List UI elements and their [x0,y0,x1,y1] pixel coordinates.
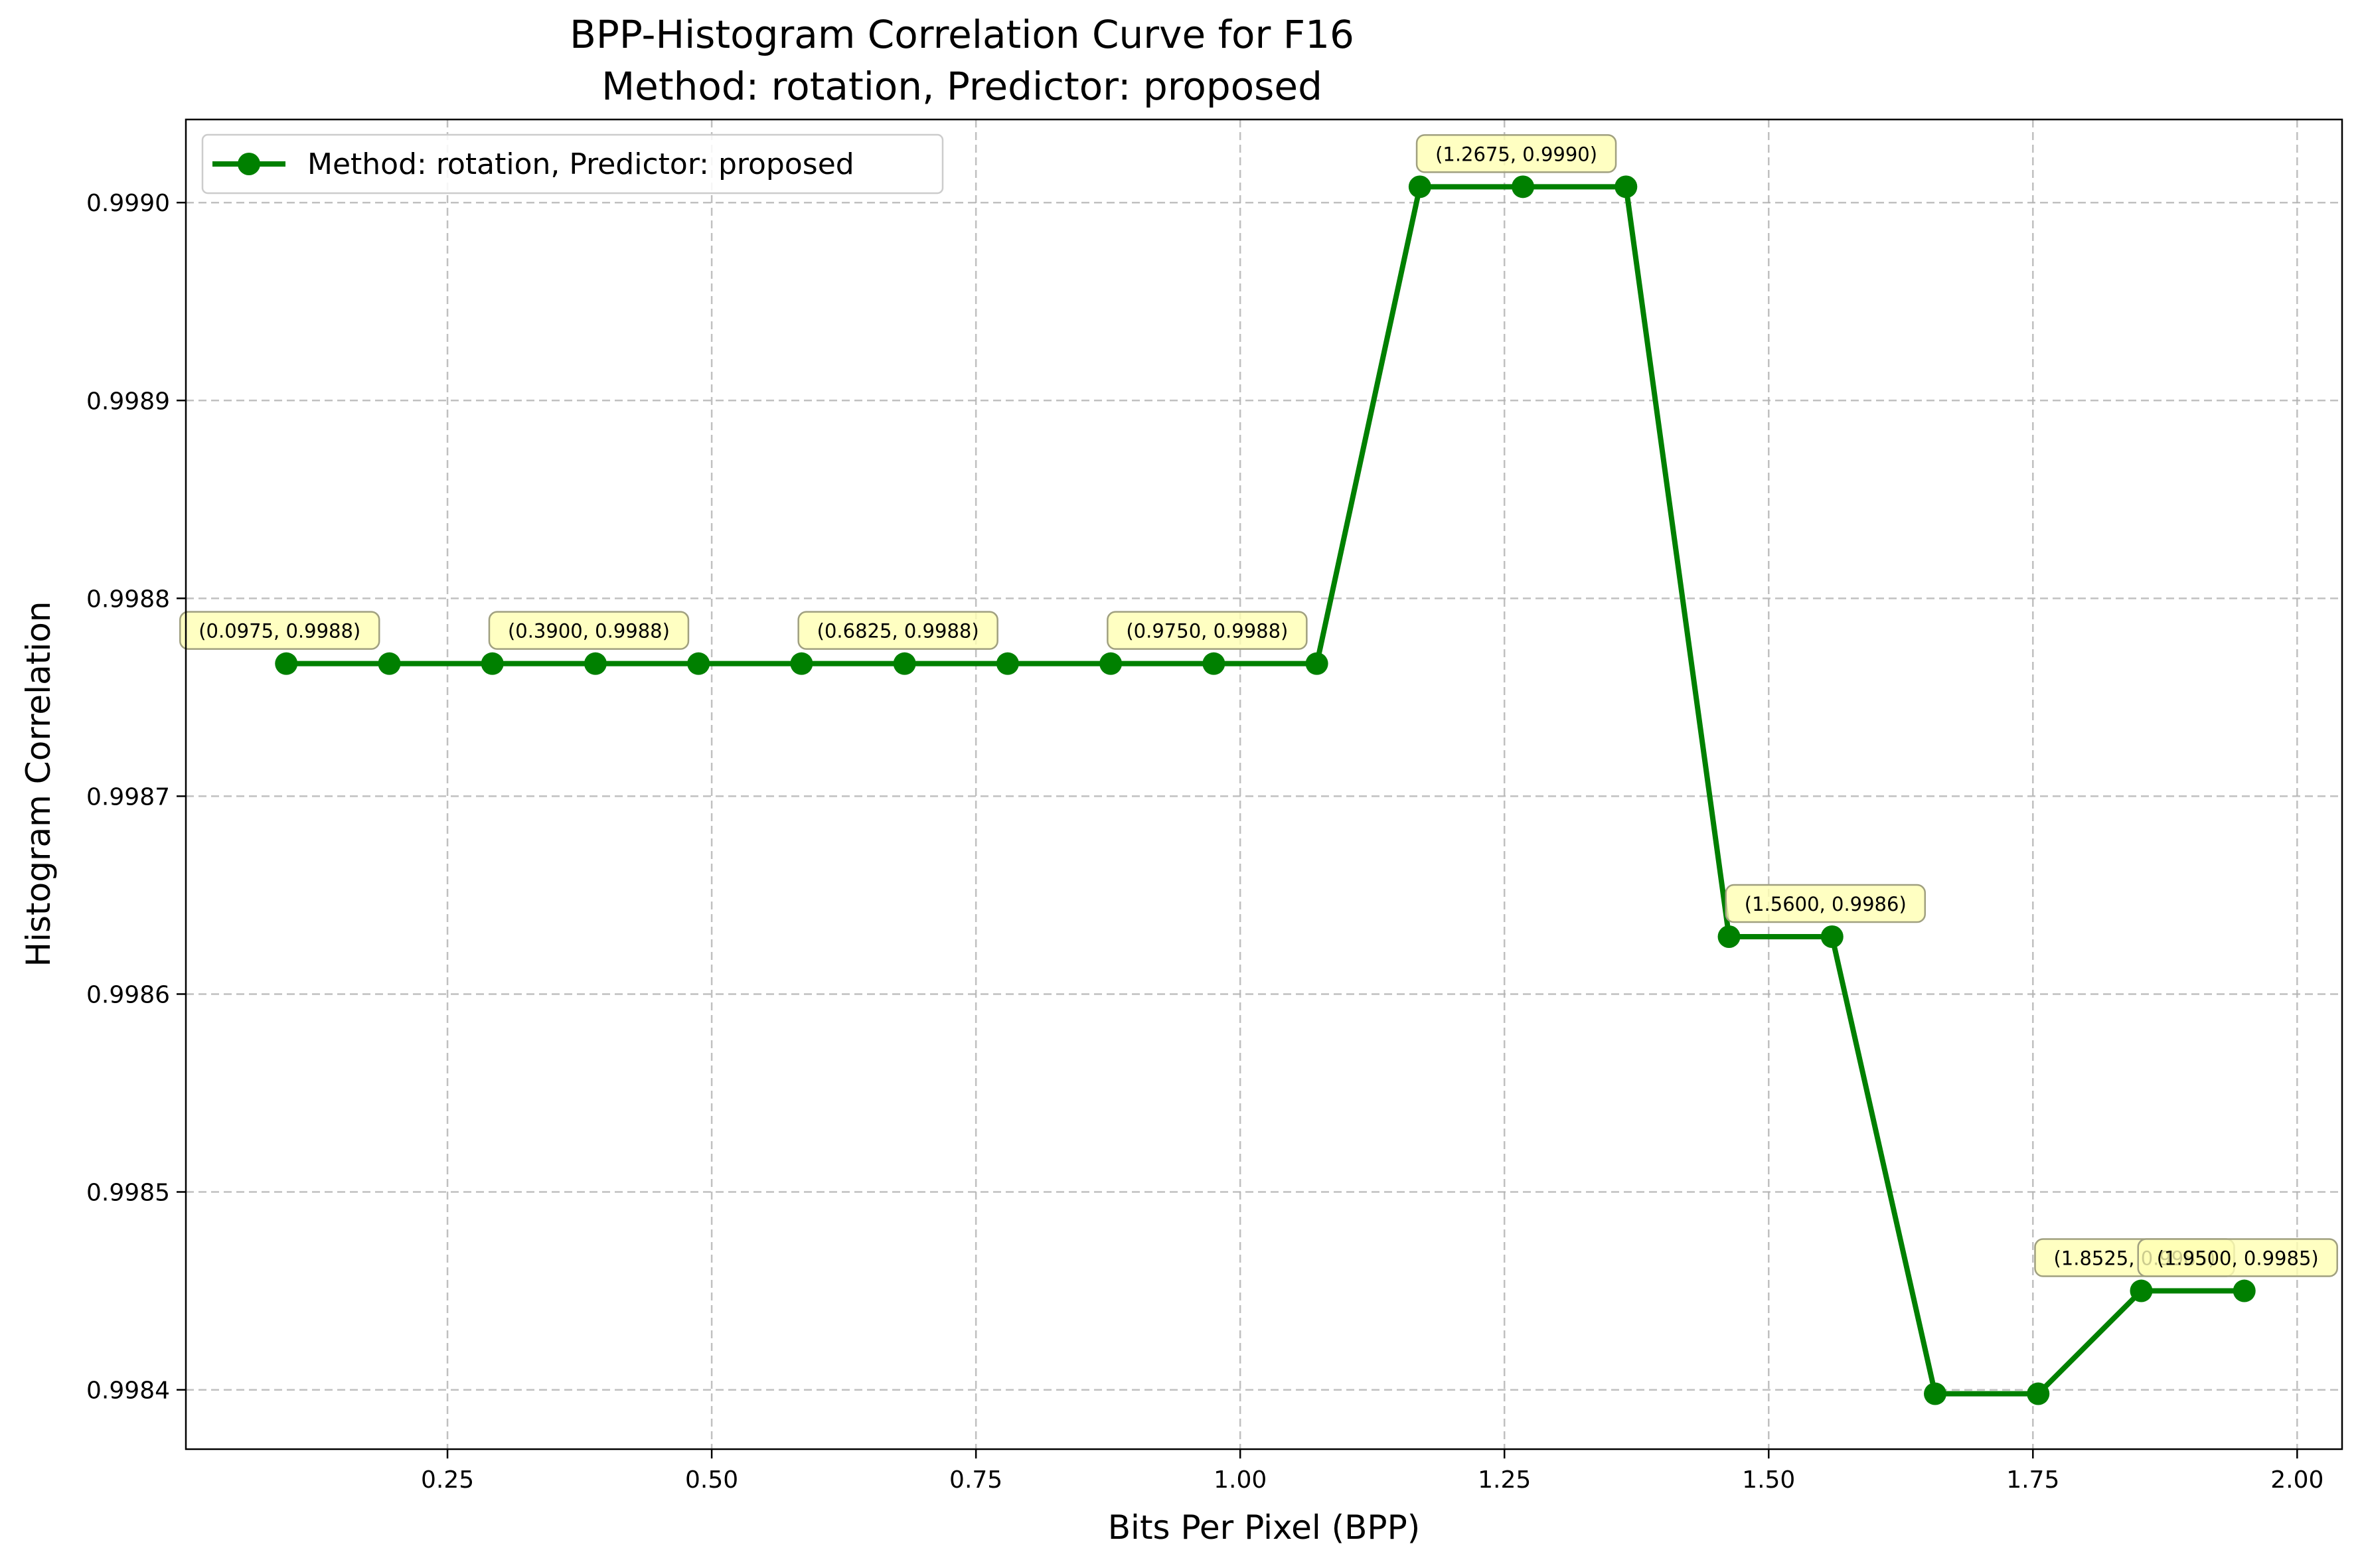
plot-frame [185,118,2343,1450]
annotation-box [1107,611,1308,650]
annotation-label: (1.2675, 0.9990) [1435,143,1597,165]
annotation-label: (1.9500, 0.9985) [2157,1247,2319,1270]
legend-marker-swatch [238,153,260,175]
data-point [1305,652,1328,675]
data-point [1408,175,1431,198]
data-point [1512,175,1535,198]
y-tick-label: 0.9987 [86,783,170,811]
x-tick-label: 1.50 [1742,1466,1795,1494]
data-point [2233,1279,2256,1302]
x-tick-label: 1.25 [1478,1466,1531,1494]
data-point [1202,652,1225,675]
series-line [283,184,2247,1397]
legend: Method: rotation, Predictor: proposed [201,133,944,195]
y-tick-label: 0.9985 [86,1180,170,1207]
data-point [481,652,504,675]
legend-box [201,133,944,195]
series-layer [275,175,2256,1405]
annotation-label: (0.9750, 0.9988) [1126,620,1288,643]
data-point [275,652,298,675]
data-point [1820,925,1844,949]
annotation-box [1725,884,1927,923]
data-point [893,652,916,675]
annotation-box [488,611,690,650]
y-tick-label: 0.9984 [86,1377,170,1405]
data-point [790,652,813,675]
data-point [1099,652,1123,675]
chart-title-line1: BPP-Histogram Correlation Curve for F16 [570,12,1354,57]
y-tick-label: 0.9988 [86,586,170,613]
chart-title-line2: Method: rotation, Predictor: proposed [601,64,1322,109]
data-point [2027,1382,2050,1405]
annotation-box [1415,134,1617,173]
x-tick-label: 1.75 [2006,1466,2059,1494]
x-tick-label: 2.00 [2270,1466,2323,1494]
data-point [2130,1279,2153,1302]
y-tick-label: 0.9986 [86,981,170,1008]
data-point [996,652,1019,675]
annotation-box [2137,1238,2338,1277]
y-axis-label: Histogram Correlation [19,601,58,967]
annotation-label: (0.6825, 0.9988) [817,620,979,643]
data-point [1614,175,1638,198]
data-point [1924,1382,1947,1405]
y-tick-label: 0.9989 [86,388,170,415]
x-tick-label: 1.00 [1214,1466,1267,1494]
y-tick-label: 0.9990 [86,190,170,217]
annotations-layer: (0.0975, 0.9988) (0.3900, 0.9988) (0.6825,… [179,134,2338,1277]
annotation-box [179,611,380,650]
data-point [1717,925,1741,949]
legend-entry-label: Method: rotation, Predictor: proposed [307,147,854,181]
grid-layer [186,119,2342,1449]
annotation-label: (0.0975, 0.9988) [198,620,360,643]
annotation-label: (1.5600, 0.9986) [1745,893,1907,915]
ticks-layer: 0.25 0.50 0.75 1.00 1.25 1.50 1.75 2.00 0.9984 0.… [86,190,2323,1494]
x-tick-label: 0.75 [949,1466,1002,1494]
annotation-label: (0.3900, 0.9988) [508,620,670,643]
x-axis-label: Bits Per Pixel (BPP) [1108,1508,1420,1547]
annotation-box [797,611,998,650]
data-point [584,652,607,675]
x-tick-label: 0.25 [421,1466,474,1494]
data-point [378,652,401,675]
x-tick-label: 0.50 [685,1466,738,1494]
data-point [687,652,710,675]
